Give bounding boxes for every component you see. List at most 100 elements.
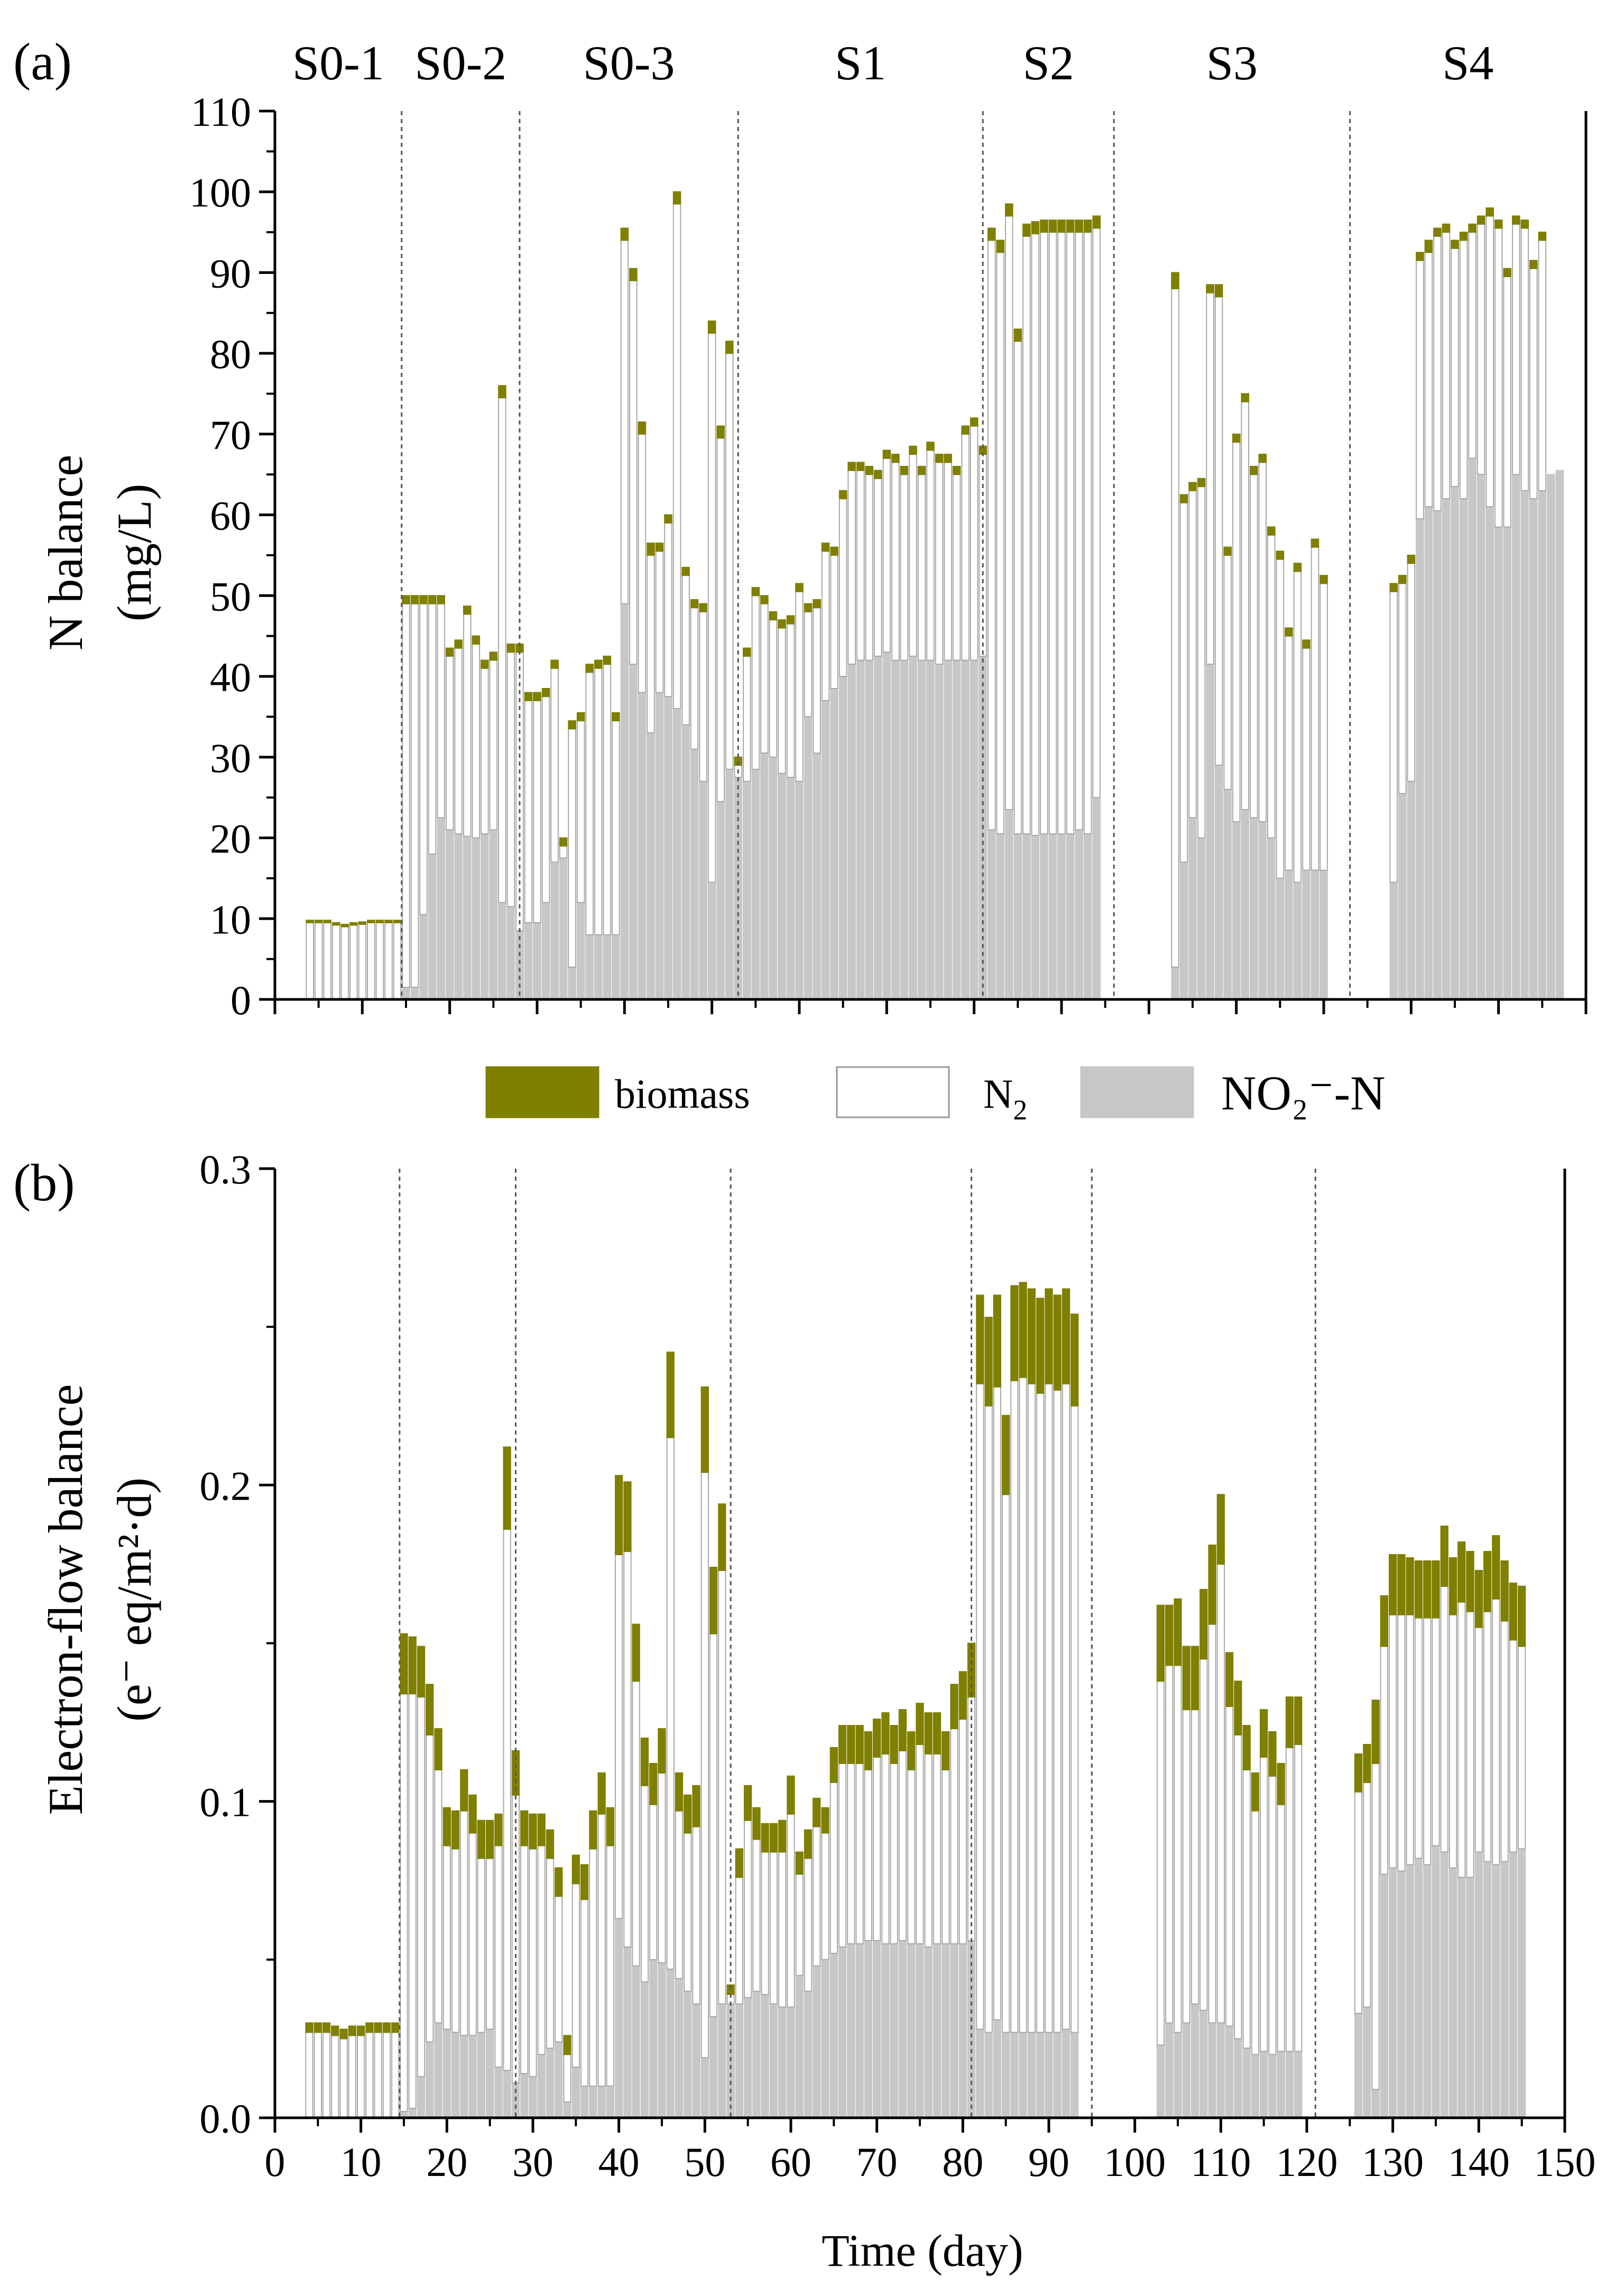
bar-segment-biomass (1483, 1551, 1492, 1612)
bar-segment-no2 (1070, 2032, 1079, 2118)
bar-segment-n2 (666, 1437, 675, 1970)
bar-segment-biomass (891, 454, 900, 463)
bar-segment-n2 (1048, 232, 1057, 834)
bar-segment-biomass (603, 655, 612, 665)
bar-segment-n2 (597, 1813, 606, 2087)
bar-segment-no2 (594, 934, 603, 1000)
bar-segment-biomass (856, 462, 865, 471)
bar-segment-biomass (890, 1725, 898, 1764)
bar-segment-biomass (428, 595, 437, 604)
bar-segment-no2 (909, 655, 917, 1000)
bar-segment-biomass (563, 2035, 571, 2055)
bar-segment-no2 (615, 1918, 623, 2119)
bar-segment-biomass (699, 603, 708, 612)
y-tick-label: 80 (210, 331, 251, 377)
bar-segment-no2 (454, 833, 463, 1000)
bar-segment-no2 (725, 768, 734, 1000)
bar-segment-biomass (838, 1725, 847, 1764)
bar-segment-n2 (1398, 583, 1407, 794)
bar-segment-biomass (1406, 1557, 1414, 1615)
bar-segment-biomass (769, 1823, 778, 1853)
bar-segment-biomass (1013, 328, 1022, 342)
bar-segment-no2 (666, 1968, 675, 2119)
bar-segment-n2 (804, 1858, 813, 1992)
bar-segment-n2 (1092, 227, 1101, 798)
bar-segment-n2 (675, 1810, 684, 1979)
bar-segment-no2 (1294, 2051, 1303, 2119)
bar-segment-no2 (486, 2028, 494, 2118)
bar-segment-biomass (900, 466, 909, 475)
bar-segment-biomass (568, 720, 577, 730)
bar-segment-no2 (898, 1940, 907, 2118)
bar-segment-n2 (477, 1858, 486, 2033)
bar-segment-no2 (804, 716, 813, 1000)
stage-label: S0-3 (583, 36, 675, 90)
bar-segment-no2 (647, 732, 655, 1000)
bar-segment-no2 (761, 1994, 769, 2118)
bar-segment-n2 (426, 1734, 434, 2043)
bar-segment-biomass (675, 1772, 684, 1812)
bar-segment-biomass (744, 1785, 752, 1821)
bar-segment-n2 (529, 1848, 537, 2078)
bar-segment-n2 (1053, 1389, 1062, 2033)
bar-segment-n2 (882, 457, 891, 653)
bar-segment-n2 (1440, 1585, 1448, 1853)
bar-segment-n2 (725, 353, 734, 770)
bar-segment-n2 (891, 462, 900, 661)
stage-label: S3 (1206, 36, 1258, 90)
bar-segment-n2 (1179, 502, 1188, 863)
bar-segment-n2 (1258, 462, 1267, 822)
bar-segment-n2 (382, 2032, 391, 2118)
bar-segment-no2 (419, 914, 428, 1000)
bar-segment-biomass (898, 1709, 907, 1751)
bar-segment-n2 (1260, 1756, 1268, 2052)
bar-segment-no2 (1442, 498, 1451, 1000)
bar-segment-biomass (709, 1566, 718, 1634)
bar-segment-n2 (1285, 1747, 1294, 2052)
bar-segment-biomass (1036, 1298, 1045, 1394)
bar-segment-no2 (1407, 780, 1416, 1000)
bar-segment-n2 (340, 926, 349, 1000)
stage-label: S0-1 (292, 36, 384, 90)
bar-segment-biomass (1267, 526, 1276, 536)
bar-segment-no2 (795, 780, 804, 1000)
bar-segment-biomass (655, 543, 664, 552)
bar-segment-no2 (1027, 2032, 1036, 2118)
bar-segment-no2 (804, 1990, 813, 2118)
bar-segment-biomass (830, 546, 839, 556)
bar-segment-no2 (1040, 833, 1048, 1000)
bar-segment-biomass (498, 385, 506, 399)
bar-segment-no2 (563, 2101, 571, 2119)
bar-segment-biomass (606, 1807, 614, 1847)
bar-segment-biomass (855, 1725, 864, 1764)
bar-segment-no2 (1512, 474, 1520, 1000)
bar-segment-biomass (1223, 546, 1232, 556)
bar-segment-no2 (529, 2076, 537, 2118)
bar-segment-n2 (1019, 1376, 1027, 2033)
bar-segment-no2 (1075, 829, 1083, 1000)
bar-segment-no2 (1053, 2032, 1062, 2118)
bar-segment-biomass (813, 1797, 821, 1827)
bar-segment-no2 (786, 777, 795, 1000)
bar-segment-n2 (1191, 1709, 1199, 2005)
legend-swatch-n2 (836, 1066, 950, 1118)
stage-labels: S0-1 S0-2 S0-3 S1 S2 S3 S4 (292, 36, 1493, 90)
bar-segment-no2 (1397, 1870, 1406, 2119)
bar-segment-n2 (489, 659, 498, 831)
bar-segment-n2 (933, 1753, 942, 1944)
bar-segment-no2 (1529, 498, 1538, 1000)
bar-segment-no2 (1156, 2044, 1165, 2118)
bar-segment-n2 (1406, 1614, 1414, 1866)
bar-segment-n2 (898, 1750, 907, 1941)
bar-segment-biomass (1440, 1526, 1448, 1587)
bar-segment-biomass (486, 1820, 494, 1859)
bar-segment-biomass (533, 692, 541, 701)
bar-segment-n2 (1380, 1646, 1388, 1875)
bar-segment-n2 (735, 1877, 743, 2005)
bar-segment-n2 (1276, 558, 1285, 879)
bar-segment-n2 (761, 1851, 769, 1995)
bar-segment-no2 (1242, 2047, 1251, 2118)
bar-segment-no2 (520, 2073, 529, 2118)
bar-segment-n2 (707, 333, 716, 883)
bar-segment-n2 (716, 437, 725, 802)
